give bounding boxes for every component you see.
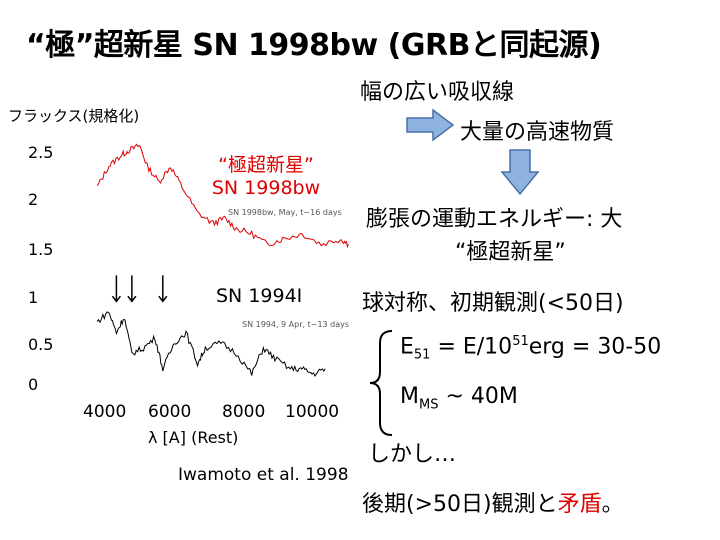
right-arrow-icon	[406, 108, 455, 142]
energy-mid: = E/10	[430, 334, 513, 360]
expansion-line1: 膨張の運動エネルギー: 大	[366, 207, 623, 232]
late-observation-text: 後期(>50日)観測と矛盾。	[362, 486, 624, 518]
late-post: 。	[601, 492, 624, 517]
feature-arrow-icon-3	[158, 275, 168, 303]
y-tick-1: 1	[28, 288, 39, 307]
citation: Iwamoto et al. 1998	[178, 465, 349, 485]
energy-E: E	[400, 334, 414, 360]
contradiction-word: 矛盾	[557, 492, 602, 517]
down-arrow-icon	[500, 149, 540, 196]
feature-arrow-icon-2	[127, 275, 137, 303]
label-1998bw: “極超新星” SN 1998bw	[206, 150, 326, 199]
x-tick-10000: 10000	[285, 402, 340, 422]
expansion-line2: “極超新星”	[455, 240, 566, 265]
y-tick-2: 2	[28, 190, 39, 209]
mass-M: M	[400, 384, 419, 409]
however-text: しかし…	[368, 442, 457, 467]
late-pre: 後期(>50日)観測と	[362, 492, 558, 517]
inset-1998bw: SN 1998bw, May, t~16 days	[228, 208, 342, 217]
mass-rest: ~ 40M	[438, 384, 518, 409]
x-tick-4000: 4000	[83, 402, 127, 422]
slide-title: “極”超新星 SN 1998bw (GRBと同起源)	[26, 28, 602, 63]
left-brace-icon	[369, 330, 393, 436]
energy-rest: erg = 30-50	[528, 334, 662, 360]
energy-text: E51 = E/1051erg = 30-50	[400, 334, 661, 363]
series-sn-1998bw	[96, 143, 349, 249]
spherical-text: 球対称、初期観測(<50日)	[362, 291, 624, 316]
feature-arrow-icon-1	[111, 275, 121, 303]
energy-superscript: 51	[512, 334, 529, 349]
mass-subscript: MS	[418, 397, 439, 413]
label-1998bw-name: SN 1998bw	[211, 177, 321, 199]
x-axis-label: λ [A] (Rest)	[148, 428, 239, 447]
x-tick-6000: 6000	[148, 402, 192, 422]
y-tick-0-5: 0.5	[28, 335, 54, 354]
y-tick-2-5: 2.5	[28, 143, 54, 162]
y-tick-1-5: 1.5	[28, 240, 54, 259]
mass-velocity-text: 大量の高速物質	[460, 120, 615, 145]
y-tick-0: 0	[28, 375, 39, 394]
broad-lines-text: 幅の広い吸収線	[360, 80, 515, 105]
inset-1994i: SN 1994, 9 Apr, t~13 days	[242, 320, 350, 329]
mass-text: MMS ~ 40M	[400, 384, 518, 412]
spectrum-chart	[96, 143, 349, 378]
y-axis-label: フラックス(規格化)	[8, 107, 140, 125]
series-sn-1994i	[96, 311, 326, 378]
x-tick-8000: 8000	[222, 402, 266, 422]
label-1998bw-hypernova: “極超新星”	[218, 154, 314, 176]
energy-subscript: 51	[413, 347, 431, 363]
label-1994i: SN 1994I	[216, 285, 303, 307]
